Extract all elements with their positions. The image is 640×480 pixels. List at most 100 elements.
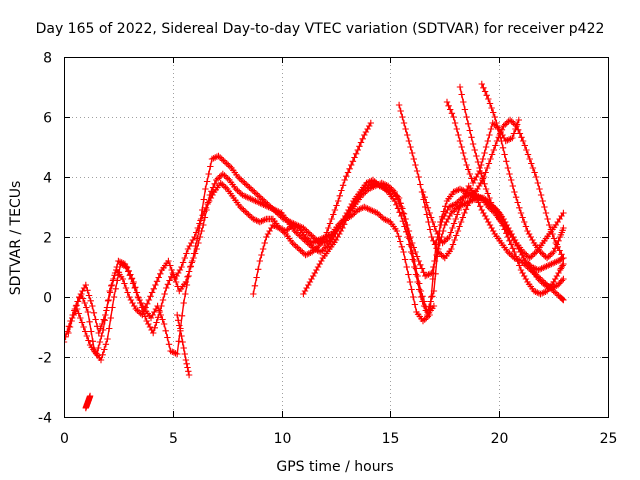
data-point-marker [342, 217, 349, 224]
data-point-marker [250, 290, 257, 298]
data-point-marker [182, 290, 189, 298]
data-point-marker [156, 307, 163, 314]
data-point-marker [205, 199, 212, 206]
data-point-marker [79, 287, 86, 295]
x-tick-label: 15 [382, 431, 400, 447]
data-point-marker [549, 230, 556, 238]
data-point-marker [559, 296, 566, 303]
data-point-marker [402, 125, 409, 133]
data-point-marker [559, 262, 566, 269]
data-point-marker [123, 264, 130, 271]
data-point-marker [82, 328, 89, 335]
data-point-marker [555, 237, 562, 244]
data-point-marker [458, 91, 465, 98]
data-point-marker [154, 302, 161, 310]
data-point-marker [113, 263, 120, 271]
data-point-marker [180, 344, 187, 352]
data-point-marker [410, 293, 417, 301]
data-point-marker [264, 230, 272, 238]
data-point-marker [108, 281, 116, 289]
data-point-marker [539, 197, 546, 205]
data-point-marker [488, 151, 496, 158]
data-point-marker [89, 302, 96, 310]
data-point-marker [449, 224, 456, 232]
data-point-marker [133, 289, 140, 296]
data-point-marker [301, 287, 309, 295]
data-point-marker [409, 149, 416, 157]
data-point-marker [335, 197, 342, 205]
data-point-marker [442, 203, 449, 210]
data-point-marker [477, 203, 484, 210]
data-point-marker [65, 323, 73, 330]
y-tick-label: 4 [43, 171, 52, 187]
data-point-marker [519, 137, 527, 145]
data-point-marker [348, 161, 355, 169]
data-point-marker [480, 84, 487, 91]
data-point-marker [412, 161, 419, 169]
data-point-marker [98, 320, 106, 328]
data-point-marker [144, 300, 151, 307]
data-point-marker [211, 180, 218, 187]
data-layer [64, 80, 567, 412]
data-point-marker [506, 170, 513, 178]
data-point-marker [466, 127, 473, 134]
data-point-marker [86, 318, 93, 325]
data-point-marker [178, 263, 185, 271]
data-point-marker [526, 155, 533, 163]
data-point-marker [449, 241, 457, 248]
data-point-marker [157, 270, 164, 277]
data-point-marker [78, 319, 86, 326]
data-point-marker [185, 368, 192, 375]
data-point-marker [512, 125, 519, 133]
series-trace [67, 155, 564, 362]
data-point-marker [409, 239, 416, 247]
data-point-marker [417, 261, 424, 268]
data-point-marker [65, 329, 72, 337]
data-point-marker [414, 278, 421, 286]
data-point-marker [431, 241, 439, 248]
data-point-marker [333, 202, 340, 209]
data-point-marker [516, 204, 523, 211]
data-point-marker [483, 215, 490, 223]
data-point-marker [482, 143, 490, 151]
x-tick-label: 0 [60, 431, 69, 447]
data-point-marker [393, 227, 401, 235]
tick-layer: 0 5 10 15 20 25 -4 -2 0 2 4 6 8 [38, 51, 617, 448]
data-point-marker [84, 308, 92, 316]
data-point-marker [458, 143, 465, 151]
data-point-marker [72, 302, 80, 310]
data-point-marker [157, 311, 164, 319]
data-point-marker [488, 224, 495, 232]
data-point-marker [121, 260, 129, 268]
data-point-marker [147, 293, 154, 300]
data-point-marker [541, 203, 548, 211]
data-point-marker [401, 256, 409, 263]
data-point-marker [81, 299, 88, 307]
data-point-marker [455, 206, 463, 214]
data-point-marker [415, 173, 422, 181]
y-tick-label: 0 [43, 291, 52, 307]
data-point-marker [169, 269, 176, 277]
chart-title: Day 165 of 2022, Sidereal Day-to-day VTE… [36, 21, 605, 37]
data-point-marker [456, 83, 464, 91]
data-point-marker [162, 327, 169, 334]
data-point-marker [166, 277, 173, 284]
data-point-marker [454, 227, 462, 235]
data-point-marker [524, 227, 531, 235]
series-arc-2 [65, 152, 567, 364]
data-point-marker [457, 202, 464, 209]
data-point-marker [403, 228, 410, 235]
data-point-marker [423, 211, 430, 218]
data-point-marker [191, 250, 199, 257]
data-point-marker [64, 333, 69, 340]
data-point-marker [410, 244, 417, 251]
data-point-marker [524, 151, 532, 158]
data-point-marker [547, 226, 555, 233]
data-point-marker [492, 142, 499, 149]
data-point-marker [474, 158, 482, 166]
data-point-marker [188, 259, 195, 266]
data-point-marker [452, 215, 459, 223]
data-point-marker [556, 247, 563, 254]
data-point-marker [391, 197, 398, 205]
data-point-marker [415, 257, 422, 265]
